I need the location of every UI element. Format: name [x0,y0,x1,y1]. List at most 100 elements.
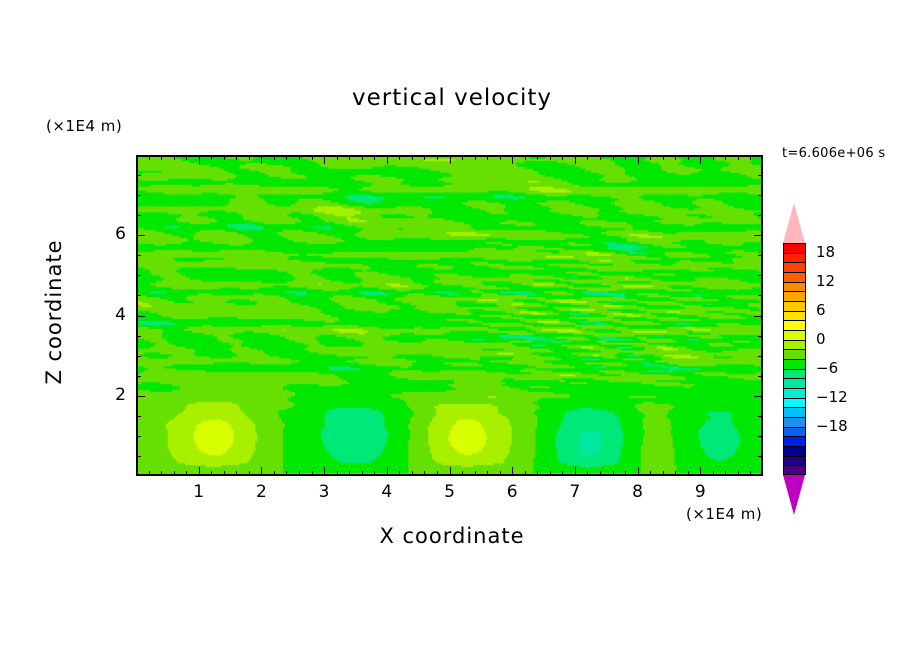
colorbar-band [783,272,806,282]
colorbar-band [783,417,806,427]
x-minor-tick [424,471,426,476]
colorbar-tick-label: 18 [816,242,836,261]
x-minor-tick-top [725,155,727,160]
x-minor-tick-top [273,155,275,160]
x-minor-tick-top [436,155,438,160]
colorbar-extend-low-arrow [783,475,805,515]
x-major-tick-top [386,155,388,164]
y-minor-tick [136,455,141,457]
x-minor-tick-top [650,155,652,160]
x-minor-tick [148,471,150,476]
x-minor-tick [650,471,652,476]
x-minor-tick [599,471,601,476]
x-minor-tick [625,471,627,476]
colorbar-band [783,465,806,475]
x-minor-tick [662,471,664,476]
x-minor-tick [474,471,476,476]
colorbar-band [783,310,806,321]
x-minor-tick [374,471,376,476]
y-tick-label: 2 [115,384,126,405]
x-minor-tick-top [211,155,213,160]
x-major-tick [700,467,702,476]
colorbar-band [783,446,806,456]
y-minor-tick-right [758,215,763,217]
colorbar [783,243,806,475]
x-minor-tick [487,471,489,476]
x-minor-tick-top [712,155,714,160]
x-minor-tick-top [562,155,564,160]
x-minor-tick [349,471,351,476]
x-minor-tick-top [248,155,250,160]
x-major-tick [198,467,200,476]
x-tick-label: 5 [444,482,455,502]
colorbar-band [783,330,806,340]
x-major-tick [261,467,263,476]
colorbar-band [783,320,806,330]
y-minor-tick-right [758,455,763,457]
x-major-tick [574,467,576,476]
x-minor-tick [549,471,551,476]
x-minor-tick-top [499,155,501,160]
colorbar-band [783,252,806,263]
y-minor-tick-right [758,175,763,177]
colorbar-band [783,349,806,359]
colorbar-tick-label: 6 [816,300,826,319]
x-tick-label: 2 [255,482,267,502]
x-minor-tick-top [148,155,150,160]
contour-plot-area [136,155,763,476]
colorbar-band [783,397,806,408]
colorbar-band [783,436,806,446]
x-minor-tick [737,471,739,476]
x-major-tick [324,467,326,476]
x-minor-tick [223,471,225,476]
x-minor-tick-top [750,155,752,160]
x-minor-tick-top [411,155,413,160]
y-minor-tick [136,175,141,177]
colorbar-band [783,291,806,301]
y-minor-tick [136,375,141,377]
x-tick-label: 7 [569,482,581,502]
colorbar-band [783,455,806,466]
page-title: vertical velocity [352,85,552,111]
colorbar-band [783,243,806,253]
x-minor-tick [687,471,689,476]
x-minor-tick-top [612,155,614,160]
colorbar-extend-high-arrow [783,203,805,243]
y-minor-tick [136,215,141,217]
x-minor-tick [299,471,301,476]
y-minor-tick-right [758,435,763,437]
x-major-tick [512,467,514,476]
colorbar-tick-label: −12 [816,387,848,406]
y-minor-tick [136,435,141,437]
y-minor-tick-right [758,415,763,417]
x-axis-title: X coordinate [379,524,525,548]
colorbar-band [783,359,806,369]
x-minor-tick-top [161,155,163,160]
x-minor-tick [750,471,752,476]
colorbar-band [783,368,806,379]
y-tick-label: 6 [115,224,126,245]
x-minor-tick-top [299,155,301,160]
x-major-tick-top [574,155,576,164]
x-minor-tick-top [687,155,689,160]
y-tick-label: 4 [115,304,126,325]
x-minor-tick-top [311,155,313,160]
y-minor-tick [136,415,141,417]
x-minor-tick-top [675,155,677,160]
y-minor-tick [136,295,141,297]
x-major-tick-top [449,155,451,164]
x-major-tick-top [324,155,326,164]
x-minor-tick-top [361,155,363,160]
x-tick-label: 6 [506,482,518,502]
colorbar-band [783,426,806,437]
x-minor-tick-top [737,155,739,160]
y-minor-tick-right [758,335,763,337]
colorbar-band [783,339,806,350]
x-major-tick [386,467,388,476]
x-minor-tick [211,471,213,476]
y-minor-tick [136,275,141,277]
y-axis-title: Z coordinate [42,239,66,385]
colorbar-band [783,378,806,388]
x-minor-tick-top [374,155,376,160]
